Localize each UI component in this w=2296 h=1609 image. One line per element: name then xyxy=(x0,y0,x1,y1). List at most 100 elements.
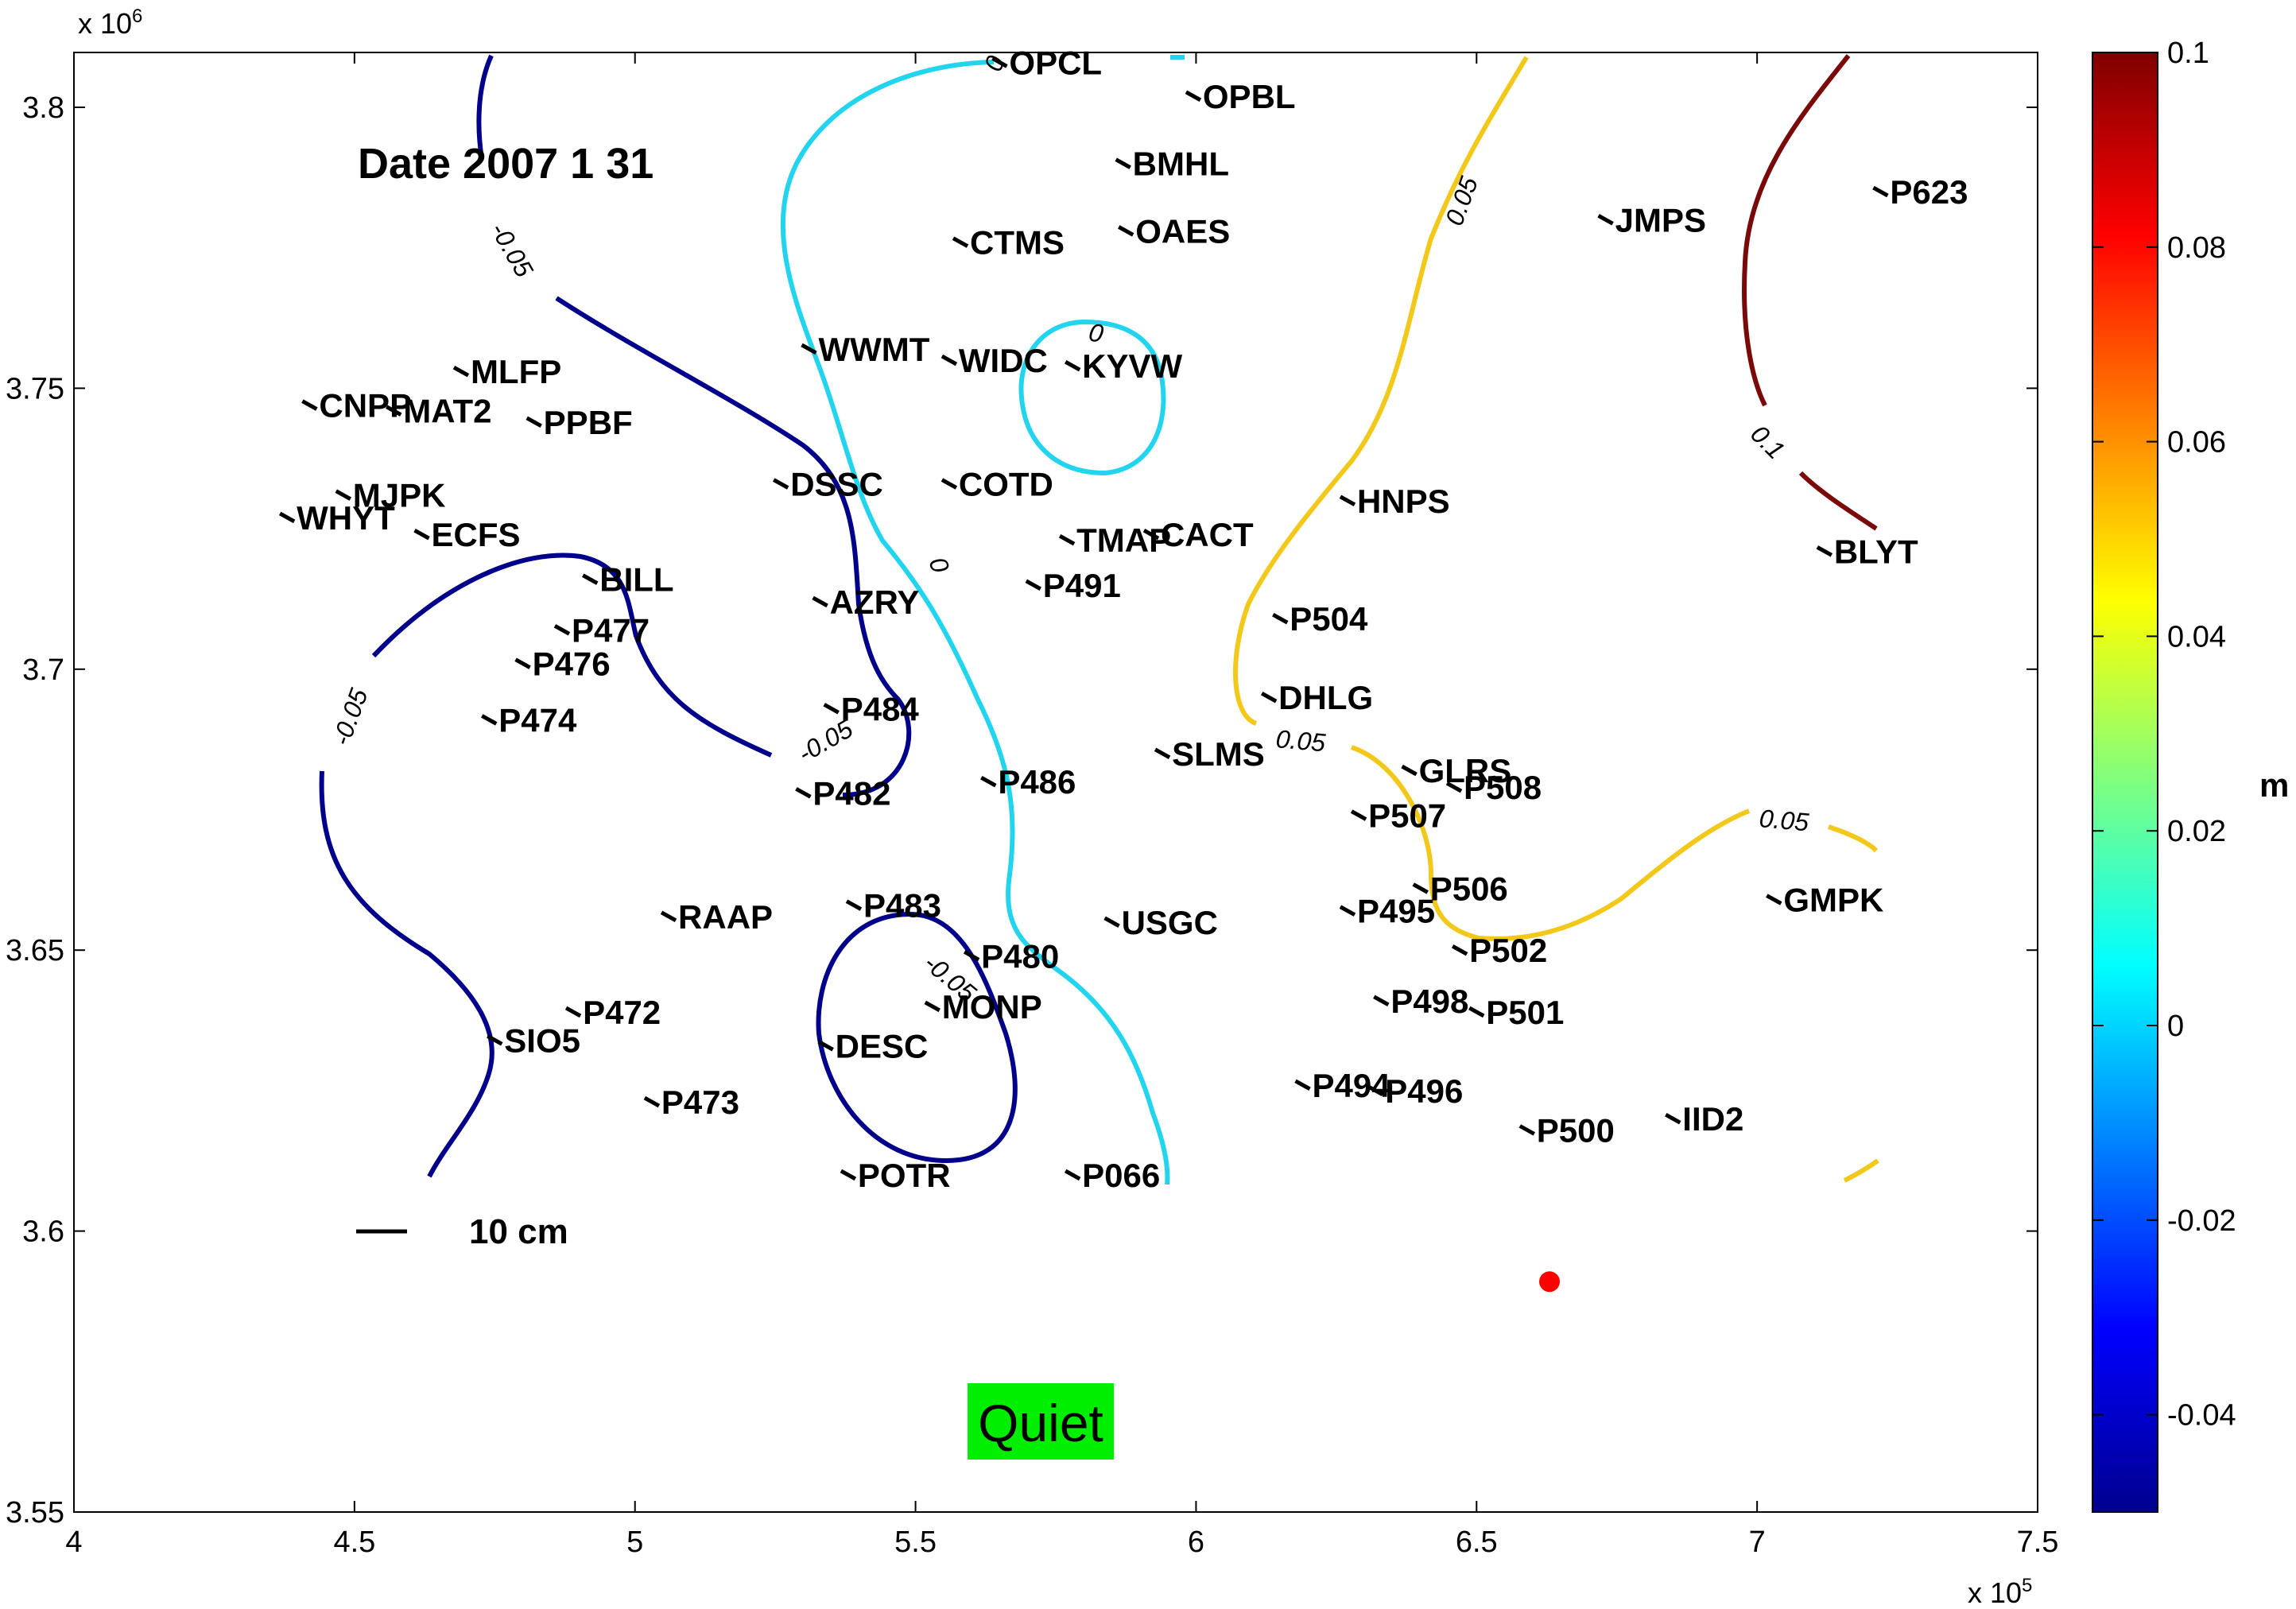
station-label: P623 xyxy=(1890,173,1968,211)
station-label: SLMS xyxy=(1172,735,1265,773)
station-opbl: OPBL xyxy=(1185,78,1296,115)
station-vector xyxy=(386,405,402,417)
station-slms: SLMS xyxy=(1154,735,1265,773)
station-p623: P623 xyxy=(1872,173,1968,211)
station-p476: P476 xyxy=(514,646,611,683)
station-cnpp: CNPP xyxy=(301,387,412,425)
station-mlfp: MLFP xyxy=(452,353,561,390)
station-vector xyxy=(1272,613,1289,625)
station-blyt: BLYT xyxy=(1816,533,1918,570)
y-axis-exponent: x 106 xyxy=(78,6,142,40)
station-vector xyxy=(952,236,969,248)
station-mjpk: MJPK xyxy=(335,477,446,514)
epicenter-marker xyxy=(1539,1271,1561,1293)
contour-neg-loop xyxy=(816,911,1018,1164)
contour-neg-left xyxy=(319,770,494,1178)
status-label: Quiet xyxy=(978,1394,1103,1452)
station-glrs: GLRS xyxy=(1401,752,1512,789)
scale-bar-label: 10 cm xyxy=(469,1212,568,1251)
contour-zero-loop xyxy=(1018,319,1166,476)
station-label: P476 xyxy=(533,646,611,683)
station-iid2: IID2 xyxy=(1665,1100,1743,1138)
contour-label: -0.05 xyxy=(327,684,374,749)
station-vector xyxy=(924,1000,941,1013)
contour-neg-upper xyxy=(555,296,912,797)
station-vector xyxy=(1154,747,1171,760)
x-tick-label: 5.5 xyxy=(894,1526,937,1559)
station-tmap: TMAP xyxy=(1058,521,1171,559)
station-ecfs: ECFS xyxy=(413,516,521,553)
station-p480: P480 xyxy=(963,937,1059,975)
station-label: PPBF xyxy=(544,404,633,441)
date-title: Date 2007 1 31 xyxy=(358,140,654,188)
station-vector xyxy=(991,56,1008,68)
station-gmpk: GMPK xyxy=(1766,882,1883,919)
station-monp: MONP xyxy=(924,988,1042,1025)
station-p496: P496 xyxy=(1367,1072,1463,1110)
station-label: GMPK xyxy=(1783,882,1883,919)
colorbar-tick-label: 0.08 xyxy=(2167,231,2226,265)
colorbar-unit: m xyxy=(2259,766,2289,804)
station-label: P480 xyxy=(981,937,1059,975)
contour-label: 0 xyxy=(1087,317,1106,348)
station-vector xyxy=(278,511,296,524)
station-mat2: MAT2 xyxy=(386,393,491,430)
station-cotd: COTD xyxy=(941,466,1053,503)
station-label: P496 xyxy=(1385,1072,1463,1110)
station-label: P477 xyxy=(572,611,650,649)
station-label: JMPS xyxy=(1615,201,1706,238)
station-vector xyxy=(660,910,677,922)
station-label: P504 xyxy=(1290,600,1368,638)
station-label: P507 xyxy=(1368,797,1446,835)
station-vector xyxy=(335,489,351,501)
station-p472: P472 xyxy=(564,994,661,1031)
station-usgc: USGC xyxy=(1103,904,1218,941)
station-label: HNPS xyxy=(1357,483,1450,520)
station-label: P486 xyxy=(998,763,1076,801)
contour-zero-main xyxy=(780,60,1170,1185)
station-label: WHYT xyxy=(297,499,395,537)
station-vector xyxy=(301,399,318,411)
station-label: TMAP xyxy=(1076,521,1171,559)
station-label: P508 xyxy=(1464,769,1542,806)
x-tick-label: 7 xyxy=(1749,1526,1766,1559)
colorbar-tick-label: -0.02 xyxy=(2167,1204,2236,1238)
station-vector xyxy=(1412,882,1429,894)
station-label: MLFP xyxy=(471,353,561,390)
station-label: DHLG xyxy=(1278,679,1373,716)
station-potr: POTR xyxy=(840,1157,951,1194)
contour-label: 0.05 xyxy=(1440,173,1483,229)
station-markers: OPCL OPBL BMHL CTMS OAES JMPS P623 WWMT WIDC KYVW… xyxy=(278,44,1968,1194)
station-label: P494 xyxy=(1313,1067,1391,1104)
contour-lines xyxy=(319,54,1879,1185)
station-p477: P477 xyxy=(553,611,650,649)
contour-pos-top xyxy=(1232,56,1529,726)
station-vector xyxy=(845,899,863,911)
station-label: P500 xyxy=(1537,1111,1615,1149)
y-axis-exponent-power: 6 xyxy=(132,6,142,27)
station-dhlg: DHLG xyxy=(1260,679,1373,716)
station-jmps: JMPS xyxy=(1597,201,1706,238)
station-label: P066 xyxy=(1082,1157,1160,1194)
station-label: CACT xyxy=(1161,516,1254,553)
colorbar-tick-label: 0.04 xyxy=(2167,620,2226,653)
station-label: GLRS xyxy=(1419,752,1512,789)
station-vector xyxy=(1294,1079,1311,1091)
station-label: MJPK xyxy=(353,477,446,514)
station-vector xyxy=(1260,691,1278,704)
station-label: DSSC xyxy=(790,466,883,503)
y-tick-label: 3.6 xyxy=(22,1215,64,1249)
station-vector xyxy=(1350,809,1367,821)
station-vector xyxy=(1064,359,1081,372)
station-p506: P506 xyxy=(1412,870,1508,907)
station-label: P502 xyxy=(1469,932,1547,969)
station-vector xyxy=(1451,944,1468,956)
station-label: CTMS xyxy=(970,224,1065,262)
station-p495: P495 xyxy=(1339,893,1435,930)
station-label: AZRY xyxy=(830,584,920,621)
station-vector xyxy=(643,1095,661,1108)
x-tick-label: 6 xyxy=(1188,1526,1204,1559)
station-hnps: HNPS xyxy=(1339,483,1450,520)
station-wwmt: WWMT xyxy=(801,331,930,368)
y-tick-label: 3.75 xyxy=(6,372,64,405)
